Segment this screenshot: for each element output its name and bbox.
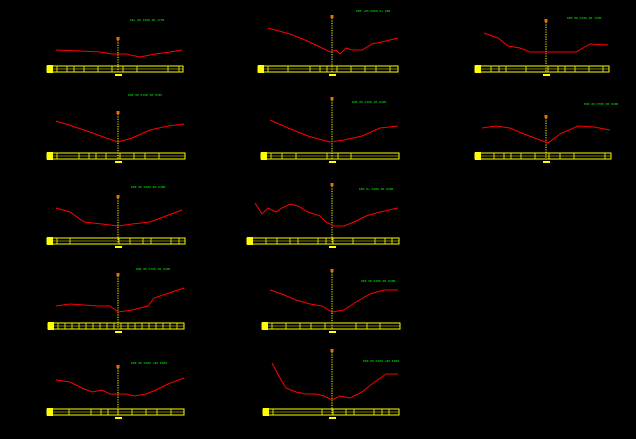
section-center-base-mark [543, 74, 550, 76]
section-band-end-block [247, 237, 253, 245]
cross-section-s8: K00 K+ K400 00 K400 [246, 183, 400, 248]
cross-section-s2: K00 +00 K000 0+ K00 [257, 9, 399, 76]
section-band-end-block [263, 408, 269, 416]
section-ground-profile [55, 49, 183, 58]
section-center-base-mark [115, 331, 122, 333]
section-band-end-block [261, 152, 267, 160]
section-label: K00 00 K100 00 K400 [352, 100, 387, 104]
cross-section-s1: K0+ 00 1200 00 1750 [46, 18, 184, 76]
section-center-base-mark [115, 74, 122, 76]
section-ground-profile [271, 362, 398, 401]
section-label: K00 00 K700 00 K400 [584, 102, 619, 106]
cross-section-s9: K00 00 K700 00 K400 [47, 267, 185, 333]
section-ground-profile [269, 119, 399, 143]
section-center-base-mark [329, 417, 336, 419]
cross-section-s4: K00 00 K700 00 K387 [46, 93, 186, 163]
section-band-end-block [258, 65, 264, 73]
section-ground-profile [55, 207, 183, 227]
cross-section-s10: K00 00 K400 00 K400 [261, 269, 401, 333]
section-band-end-block [47, 408, 53, 416]
section-band-end-block [48, 322, 54, 330]
section-centerline-marker [116, 195, 120, 198]
section-centerline-marker [116, 111, 120, 114]
section-centerline-marker [544, 115, 548, 118]
section-label: K00 00 K400 00 K400 [131, 185, 166, 189]
cross-section-s12: K00 00 K400 +00 K400 [262, 349, 400, 419]
section-center-base-mark [115, 246, 122, 248]
section-centerline-marker [330, 269, 334, 272]
section-ground-profile [269, 289, 398, 313]
section-band-end-block [262, 322, 268, 330]
section-ground-profile [55, 120, 185, 143]
section-label: K00 00 K400 +00 K400 [363, 359, 399, 363]
section-centerline-marker [544, 19, 548, 22]
section-centerline-marker [116, 37, 120, 40]
section-center-base-mark [329, 161, 336, 163]
section-center-base-mark [329, 246, 336, 248]
section-centerline-marker [330, 97, 334, 100]
section-ground-profile [483, 32, 609, 53]
section-label: K00 00 K700 00 K387 [128, 93, 163, 97]
section-band-end-block [47, 65, 53, 73]
section-centerline-marker [330, 183, 334, 186]
section-center-base-mark [115, 417, 122, 419]
section-center-base-mark [329, 331, 336, 333]
section-ground-profile [55, 287, 185, 313]
section-ground-profile [267, 27, 399, 55]
cross-section-s11: K00 00 K400 +00 K400 [46, 361, 185, 419]
cross-section-s3: K00 00 K700 00 1200 [474, 16, 610, 76]
section-label: K00 K+ K400 00 K400 [359, 187, 394, 191]
section-center-base-mark [543, 161, 550, 163]
section-band-end-block [47, 237, 53, 245]
section-label: K00 00 K400 +00 K400 [131, 361, 167, 365]
section-band-end-block [475, 65, 481, 73]
section-centerline-marker [330, 349, 334, 352]
section-ground-profile [55, 377, 185, 397]
section-label: K00 00 K400 00 K400 [361, 279, 396, 283]
section-band-end-block [47, 152, 53, 160]
cross-section-s6: K00 00 K700 00 K400 [474, 102, 619, 163]
section-label: K0+ 00 1200 00 1750 [130, 18, 165, 22]
section-ground-profile [254, 202, 399, 227]
section-center-base-mark [329, 74, 336, 76]
cross-section-s7: K00 00 K400 00 K400 [46, 185, 186, 248]
section-label: K00 00 K700 00 1200 [567, 16, 602, 20]
section-band-end-block [475, 152, 481, 160]
section-centerline-marker [116, 365, 120, 368]
section-label: K00 +00 K000 0+ K00 [356, 9, 391, 13]
section-centerline-marker [116, 273, 120, 276]
section-center-base-mark [115, 161, 122, 163]
section-ground-profile [481, 125, 611, 144]
section-centerline-marker [330, 15, 334, 18]
cross-section-s5: K00 00 K100 00 K400 [260, 97, 400, 163]
section-label: K00 00 K700 00 K400 [136, 267, 171, 271]
cross-section-group: K0+ 00 1200 00 1750 K00 +00 K000 0+ K00 K0… [46, 9, 619, 419]
